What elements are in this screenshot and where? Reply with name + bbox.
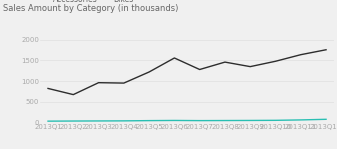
Text: Sales Amount by Category (in thousands): Sales Amount by Category (in thousands) — [3, 4, 179, 13]
Legend: Accessories, Bikes: Accessories, Bikes — [41, 0, 133, 4]
